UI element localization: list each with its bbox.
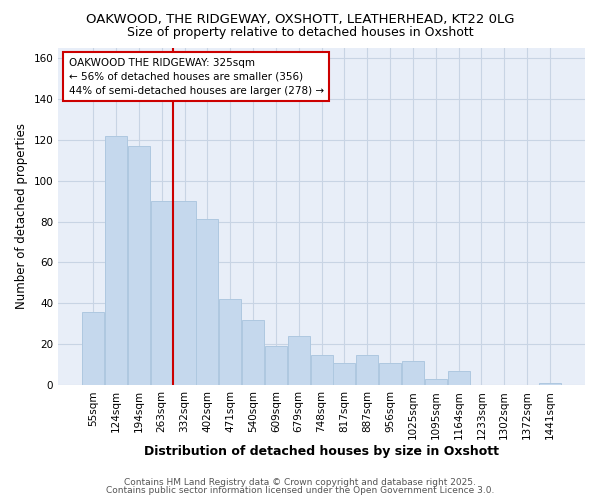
Bar xyxy=(311,354,332,386)
Bar xyxy=(356,354,379,386)
Bar xyxy=(128,146,150,386)
Bar xyxy=(402,361,424,386)
Bar xyxy=(219,300,241,386)
Bar xyxy=(242,320,264,386)
Bar xyxy=(539,384,561,386)
Bar xyxy=(105,136,127,386)
Bar xyxy=(151,201,173,386)
Y-axis label: Number of detached properties: Number of detached properties xyxy=(15,124,28,310)
Text: Size of property relative to detached houses in Oxshott: Size of property relative to detached ho… xyxy=(127,26,473,39)
Bar xyxy=(334,363,355,386)
Text: OAKWOOD THE RIDGEWAY: 325sqm
← 56% of detached houses are smaller (356)
44% of s: OAKWOOD THE RIDGEWAY: 325sqm ← 56% of de… xyxy=(69,58,324,96)
Text: Contains HM Land Registry data © Crown copyright and database right 2025.: Contains HM Land Registry data © Crown c… xyxy=(124,478,476,487)
Bar xyxy=(448,371,470,386)
Text: Contains public sector information licensed under the Open Government Licence 3.: Contains public sector information licen… xyxy=(106,486,494,495)
Bar xyxy=(82,312,104,386)
X-axis label: Distribution of detached houses by size in Oxshott: Distribution of detached houses by size … xyxy=(144,444,499,458)
Bar xyxy=(196,220,218,386)
Bar xyxy=(425,379,447,386)
Bar xyxy=(173,201,196,386)
Bar xyxy=(379,363,401,386)
Text: OAKWOOD, THE RIDGEWAY, OXSHOTT, LEATHERHEAD, KT22 0LG: OAKWOOD, THE RIDGEWAY, OXSHOTT, LEATHERH… xyxy=(86,12,514,26)
Bar xyxy=(265,346,287,386)
Bar xyxy=(287,336,310,386)
